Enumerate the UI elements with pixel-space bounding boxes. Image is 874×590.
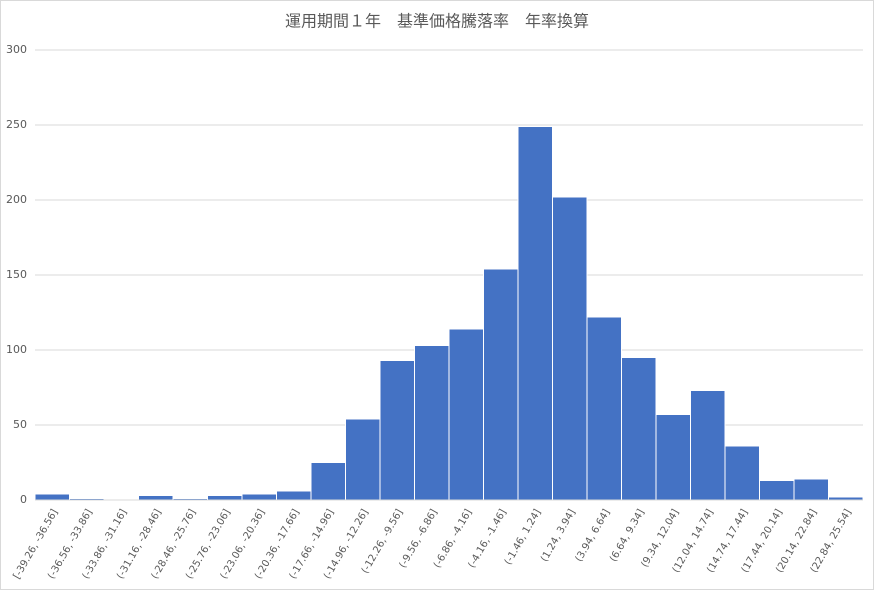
- bar: [793, 478, 829, 501]
- bar: [759, 480, 795, 501]
- bar: [483, 268, 519, 501]
- bar: [552, 196, 588, 501]
- y-tick-label: 100: [6, 343, 27, 356]
- y-tick-label: 50: [13, 418, 27, 431]
- chart-title: 運用期間１年 基準価格騰落率 年率換算: [285, 12, 589, 31]
- bar: [414, 345, 450, 501]
- y-tick-label: 300: [6, 43, 27, 56]
- bar: [34, 493, 70, 501]
- bar: [276, 490, 312, 501]
- bar: [724, 445, 760, 501]
- y-tick-label: 200: [6, 193, 27, 206]
- bar: [138, 495, 174, 501]
- bar: [655, 414, 691, 501]
- bar: [586, 316, 622, 501]
- bar: [379, 360, 415, 501]
- bar: [345, 418, 381, 501]
- bar: [207, 495, 243, 501]
- bar: [621, 357, 657, 501]
- bar: [448, 328, 484, 501]
- y-tick-label: 150: [6, 268, 27, 281]
- y-tick-label: 0: [20, 493, 27, 506]
- bar: [690, 390, 726, 501]
- bar: [310, 462, 346, 501]
- bar: [517, 126, 553, 501]
- y-tick-label: 250: [6, 118, 27, 131]
- bar: [241, 493, 277, 501]
